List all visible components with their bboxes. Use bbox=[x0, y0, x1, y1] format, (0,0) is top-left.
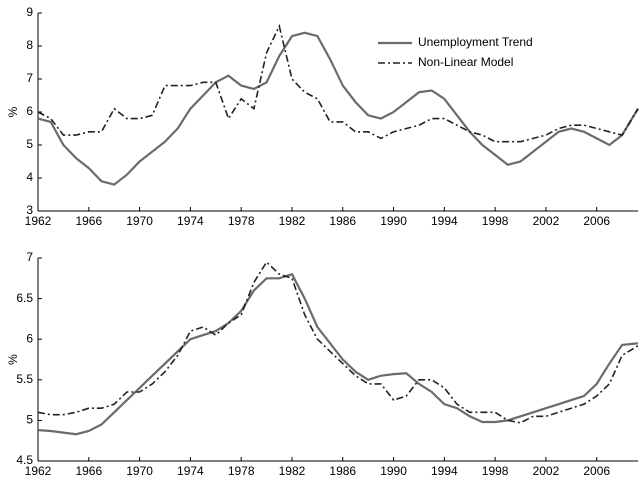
y-tick-label: 5 bbox=[26, 137, 33, 151]
x-tick-label: 2002 bbox=[533, 214, 560, 228]
y-tick-label: 7 bbox=[26, 71, 33, 85]
y-axis-label: % bbox=[6, 106, 20, 117]
x-tick-label: 1962 bbox=[25, 214, 52, 228]
x-tick-label: 1998 bbox=[482, 214, 509, 228]
series-line bbox=[37, 31, 639, 186]
y-tick-label: 4.5 bbox=[16, 453, 33, 467]
y-tick-label: 6.5 bbox=[16, 291, 33, 305]
x-tick-label: 1990 bbox=[380, 214, 407, 228]
x-tick-label: 1970 bbox=[126, 464, 153, 478]
x-tick-label: 2006 bbox=[583, 464, 610, 478]
x-tick-label: 1978 bbox=[228, 214, 255, 228]
x-tick-label: 1998 bbox=[482, 464, 509, 478]
y-tick-label: 4 bbox=[26, 170, 33, 184]
y-tick-label: 6 bbox=[26, 104, 33, 118]
y-tick-label: 3 bbox=[26, 203, 33, 217]
x-tick-label: 1994 bbox=[431, 214, 458, 228]
y-axis-label: % bbox=[6, 354, 20, 365]
x-tick-label: 1978 bbox=[228, 464, 255, 478]
x-tick-label: 1970 bbox=[126, 214, 153, 228]
series-line bbox=[37, 260, 639, 424]
x-tick-label: 1966 bbox=[75, 464, 102, 478]
x-tick-label: 1974 bbox=[177, 214, 204, 228]
x-tick-label: 2002 bbox=[533, 464, 560, 478]
x-tick-label: 1986 bbox=[329, 214, 356, 228]
x-tick-label: 1986 bbox=[329, 464, 356, 478]
x-tick-label: 1982 bbox=[279, 464, 306, 478]
x-tick-label: 1966 bbox=[75, 214, 102, 228]
y-tick-label: 7 bbox=[26, 250, 33, 264]
y-tick-label: 5.5 bbox=[16, 372, 33, 386]
series-line bbox=[37, 272, 639, 436]
x-tick-label: 1974 bbox=[177, 464, 204, 478]
legend-label: Non-Linear Model bbox=[418, 55, 513, 69]
series-line bbox=[37, 23, 639, 143]
legend-label: Unemployment Trend bbox=[418, 35, 533, 49]
y-tick-label: 8 bbox=[26, 38, 33, 52]
y-tick-label: 9 bbox=[26, 5, 33, 19]
x-tick-label: 1994 bbox=[431, 464, 458, 478]
x-tick-label: 1962 bbox=[25, 464, 52, 478]
x-tick-label: 1982 bbox=[279, 214, 306, 228]
x-tick-label: 2006 bbox=[583, 214, 610, 228]
x-tick-label: 1990 bbox=[380, 464, 407, 478]
y-tick-label: 6 bbox=[26, 331, 33, 345]
y-tick-label: 5 bbox=[26, 413, 33, 427]
